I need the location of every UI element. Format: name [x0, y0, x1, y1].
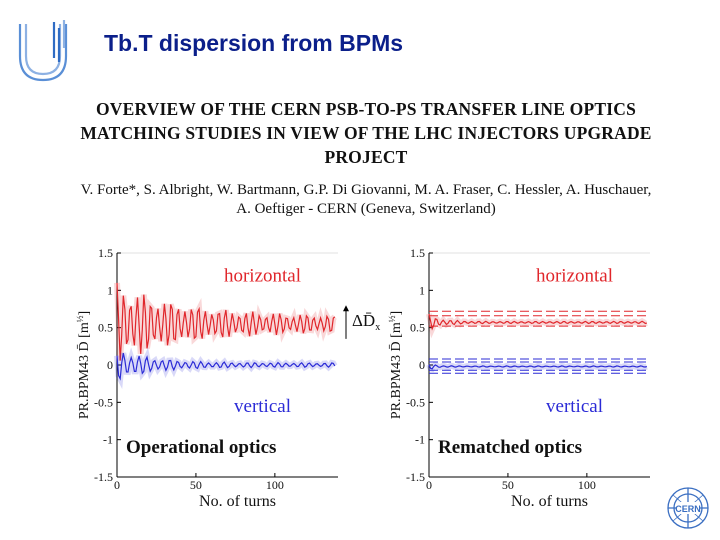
series-label-horizontal: horizontal	[536, 265, 613, 286]
paper-authors: V. Forte*, S. Albright, W. Bartmann, G.P…	[30, 181, 702, 219]
y-tick-label: 1.5	[98, 246, 113, 260]
y-tick-label: 1	[419, 283, 425, 297]
panel-label: Operational optics	[126, 437, 276, 458]
author-line: A. Oeftiger - CERN (Geneva, Switzerland)	[236, 201, 496, 217]
x-tick-label: 50	[502, 478, 514, 492]
slide-title: Tb.T dispersion from BPMs	[104, 30, 404, 56]
paper-title-line: MATCHING STUDIES IN VIEW OF THE LHC INJE…	[80, 123, 652, 143]
y-tick-label: -1	[103, 433, 113, 447]
university-logo-icon	[18, 20, 68, 82]
paper-title-line: PROJECT	[324, 147, 408, 167]
y-tick-label: 1	[107, 283, 113, 297]
y-tick-label: 0.5	[410, 321, 425, 335]
y-axis-label-sup: ½	[387, 315, 397, 322]
y-axis-label-end: ]	[77, 311, 92, 316]
x-tick-label: 50	[190, 478, 202, 492]
panel-label: Rematched optics	[438, 437, 582, 458]
y-axis-label-sup: ½	[75, 315, 85, 322]
paper-title: OVERVIEW OF THE CERN PSB-TO-PS TRANSFER …	[30, 97, 702, 169]
y-tick-label: -1.5	[94, 470, 113, 484]
series-line-vertical	[428, 364, 647, 370]
y-tick-label: -1.5	[406, 470, 425, 484]
y-tick-label: 0	[107, 358, 113, 372]
x-axis-label: No. of turns	[511, 493, 588, 510]
y-tick-label: 0	[419, 358, 425, 372]
x-tick-label: 0	[114, 478, 120, 492]
plot-operational: 1.5 1 0.5 0 -0.5 -1 -1.5 0 50 100 PR.BPM43 D̄ [m½]…	[75, 245, 380, 510]
delta-arrow-head	[343, 305, 349, 312]
series-label-vertical: vertical	[546, 396, 603, 417]
x-tick-label: 100	[578, 478, 596, 492]
cern-logo-text: CERN	[675, 504, 701, 514]
paper-title-line: OVERVIEW OF THE CERN PSB-TO-PS TRANSFER …	[95, 99, 637, 119]
series-line-vertical	[116, 352, 336, 381]
x-tick-label: 100	[266, 478, 284, 492]
x-tick-label: 0	[426, 478, 432, 492]
plot-rematched: 1.5 1 0.5 0 -0.5 -1 -1.5 0 50 100 PR.BPM43 D̄ [m½]…	[387, 245, 652, 510]
y-tick-label: -1	[415, 433, 425, 447]
delta-annotation-sub: x	[375, 322, 380, 333]
series-label-vertical: vertical	[234, 396, 291, 417]
y-axis-label-end: ]	[389, 311, 404, 316]
y-tick-label: 0.5	[98, 321, 113, 335]
author-line: V. Forte*, S. Albright, W. Bartmann, G.P…	[80, 182, 652, 198]
series-line-horizontal	[116, 282, 336, 361]
y-tick-label: 1.5	[410, 246, 425, 260]
series-line-horizontal	[428, 313, 647, 331]
y-axis-label: PR.BPM43 D̄ [m½]	[387, 311, 404, 419]
series-label-horizontal: horizontal	[224, 265, 301, 286]
x-axis-label: No. of turns	[199, 493, 276, 510]
y-tick-label: -0.5	[406, 395, 425, 409]
delta-annotation: ΔD̄x	[352, 311, 380, 333]
y-axis-label: PR.BPM43 D̄ [m½]	[75, 311, 92, 419]
cern-logo-icon: CERN	[667, 487, 709, 529]
y-tick-label: -0.5	[94, 395, 113, 409]
